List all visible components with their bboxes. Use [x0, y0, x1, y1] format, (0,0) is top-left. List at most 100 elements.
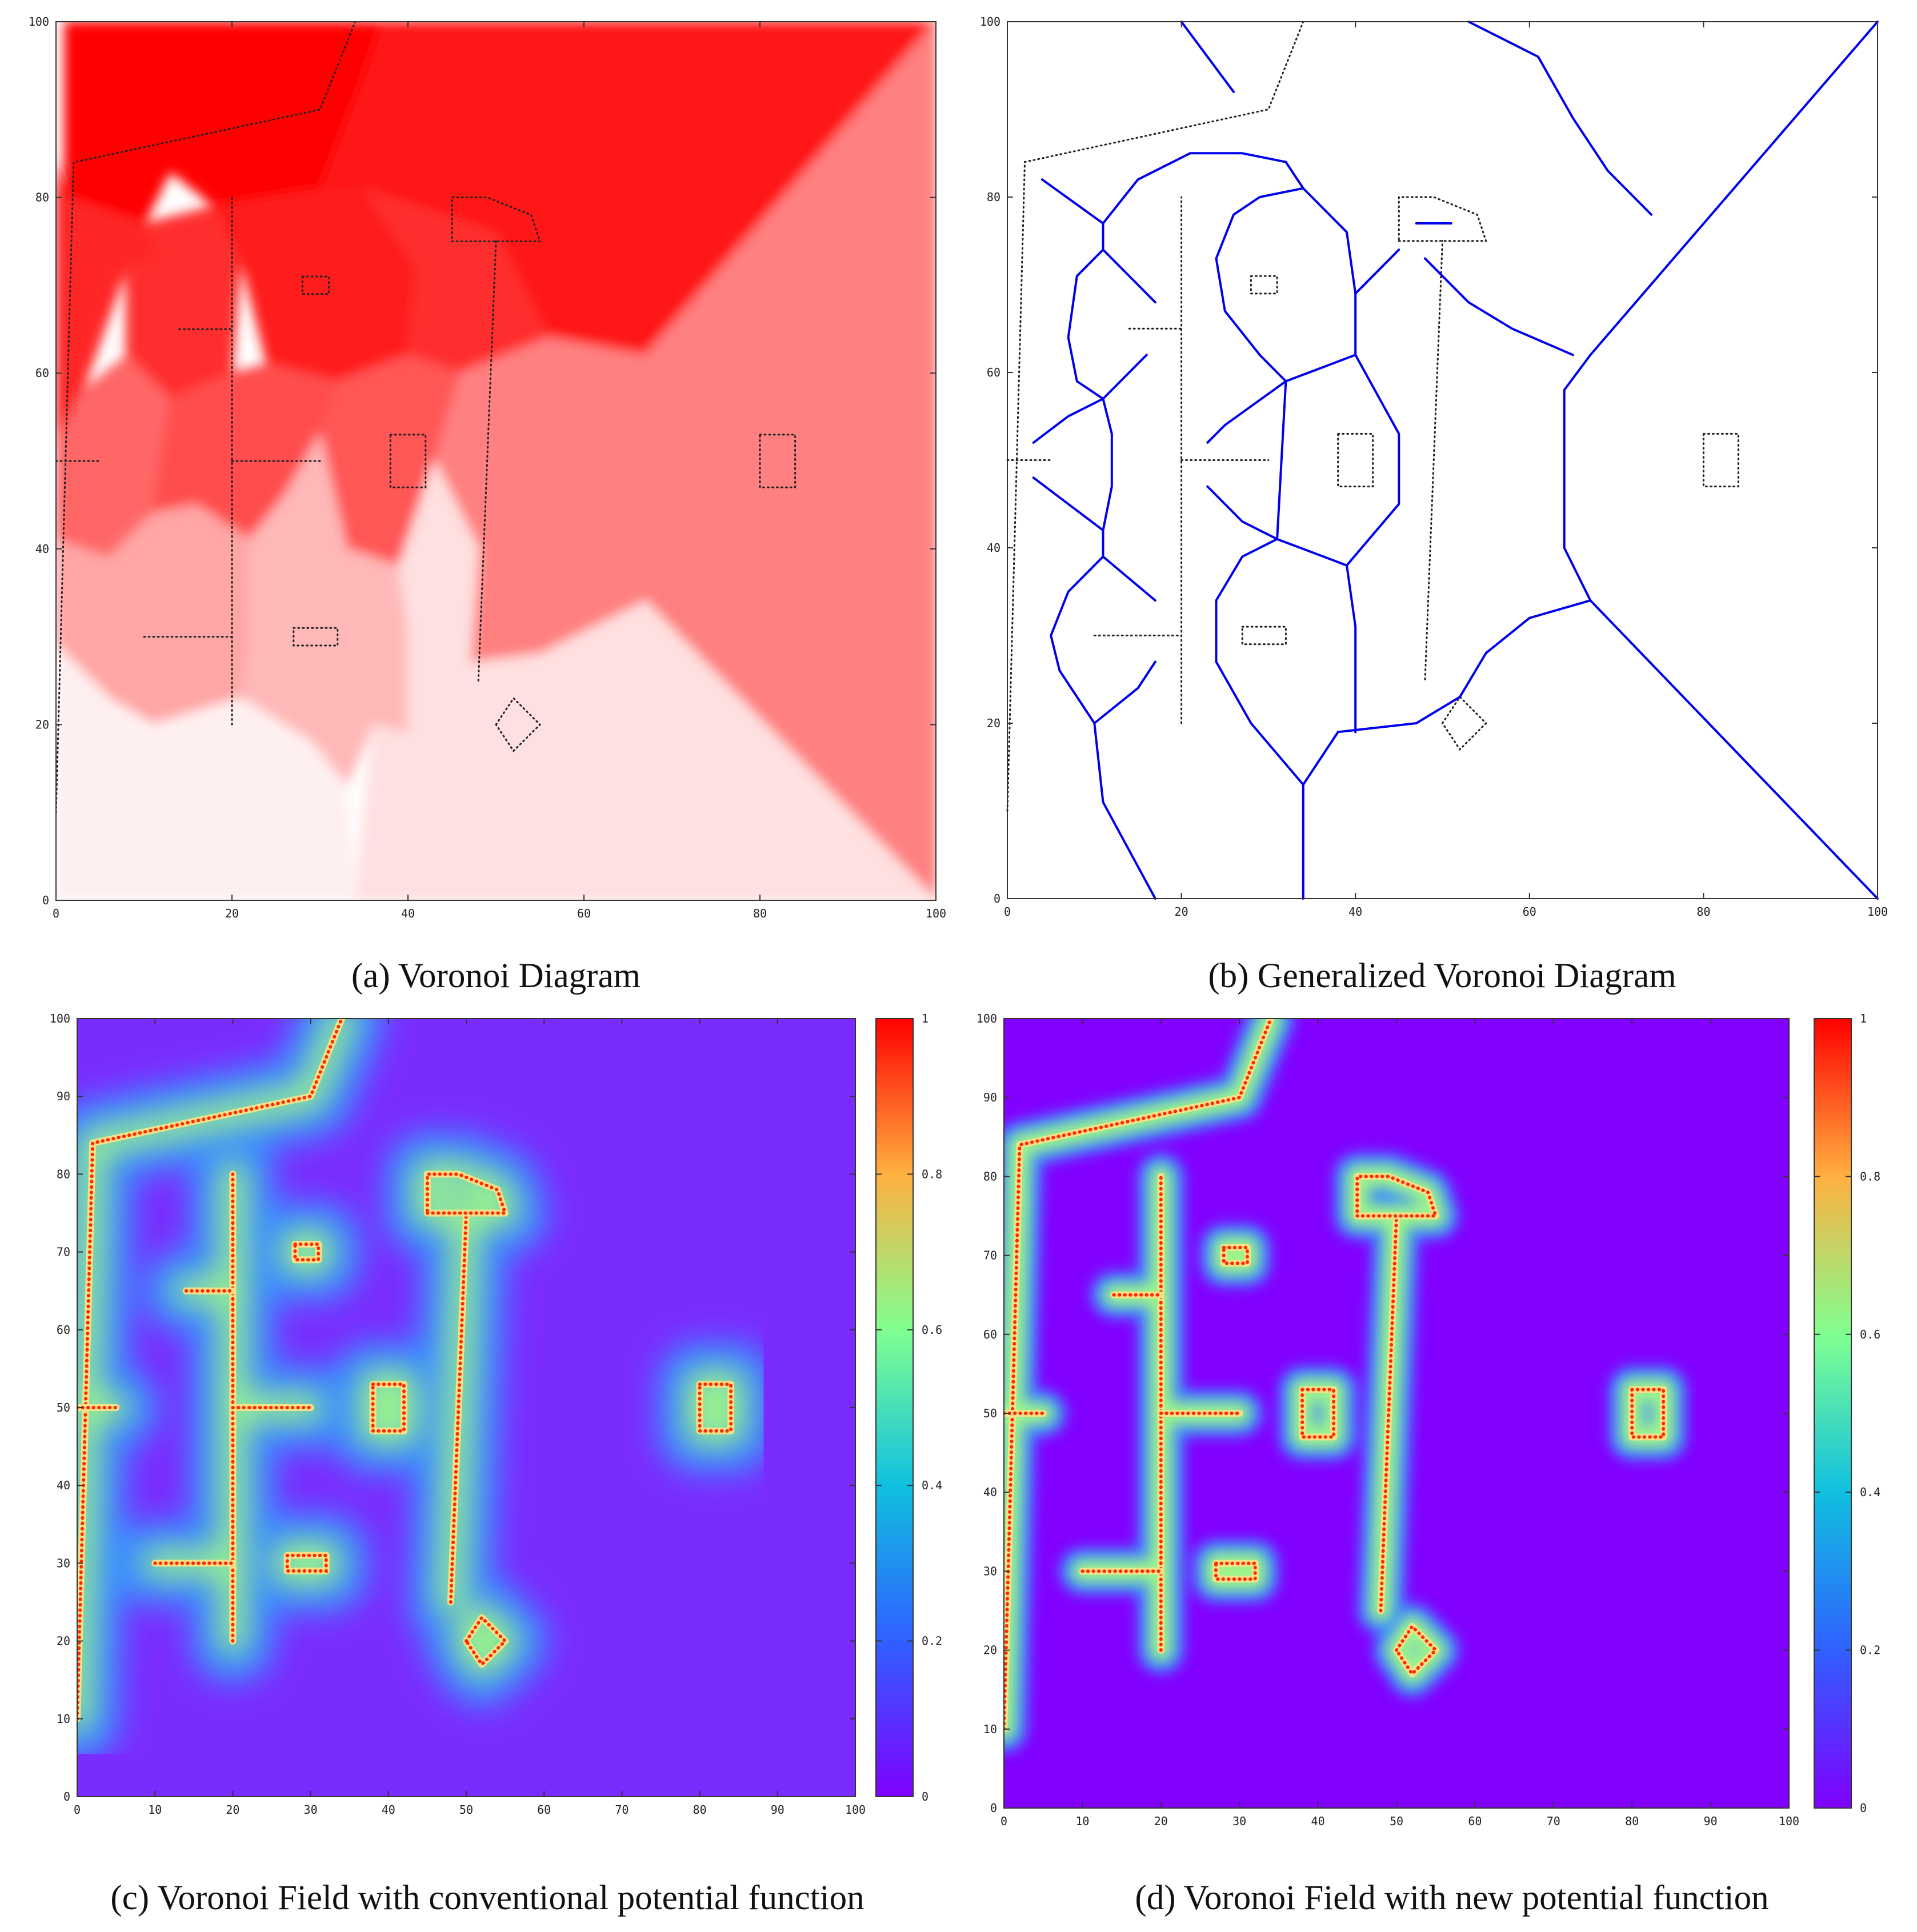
- y-tick-label: 30: [57, 1556, 70, 1570]
- panel-voronoi-field-conventional: 0 10 20 30 40 50 60 70 80 90 100010203040506070809…: [50, 1012, 942, 1917]
- colorbar-ticks: 0 0.2 0.4 0.6 0.8 1: [1814, 1012, 1880, 1815]
- x-tick-label: 40: [382, 1803, 395, 1817]
- x-tick-label: 20: [1154, 1814, 1168, 1828]
- y-tick-label: 50: [983, 1406, 997, 1420]
- gvd-edge: [1276, 538, 1348, 567]
- gvd-edge: [1102, 152, 1304, 225]
- gvd-edge: [1302, 187, 1357, 356]
- gvd-edge: [1336, 599, 1592, 733]
- x-tick-label: 40: [401, 907, 415, 920]
- obstacles-dotted: [56, 22, 797, 813]
- gvd-edge: [1215, 538, 1304, 786]
- gvd-edge: [1424, 257, 1574, 356]
- y-tick-label: 60: [983, 1328, 997, 1341]
- gvd-edge: [1346, 564, 1357, 733]
- y-tick-label: 80: [987, 190, 1000, 204]
- x-tick-label: 60: [537, 1803, 551, 1817]
- x-tick-label: 10: [148, 1803, 162, 1817]
- y-tick-label: 60: [57, 1323, 70, 1337]
- gvd-edge: [1102, 248, 1156, 304]
- gvd-edge: [1067, 248, 1104, 400]
- x-tick-label: 90: [1704, 1814, 1718, 1828]
- plot-frame: [1007, 21, 1878, 899]
- y-tick-label: 80: [35, 191, 49, 205]
- gvd-edge: [1102, 398, 1113, 532]
- gvd-edge: [1346, 354, 1400, 567]
- obstacle: [1006, 21, 1304, 812]
- x-tick-label: 40: [1348, 905, 1362, 919]
- gvd-edge: [1102, 354, 1148, 400]
- obstacle: [1442, 695, 1487, 751]
- x-tick-label: 100: [1867, 905, 1888, 919]
- x-tick-label: 30: [304, 1803, 318, 1817]
- obstacle-dots: [425, 1172, 508, 1215]
- caption-d: (d) Voronoi Field with new potential fun…: [1135, 1879, 1768, 1917]
- y-tick-label: 40: [983, 1485, 997, 1499]
- x-tick-label: 60: [1523, 905, 1536, 919]
- voronoi-cell: [354, 459, 936, 900]
- gvd-edge: [1589, 599, 1879, 900]
- y-tick-label: 0: [42, 893, 49, 907]
- gvd-edge: [1032, 476, 1104, 532]
- gvd-edge: [1206, 485, 1279, 540]
- x-tick-label: 80: [753, 907, 767, 920]
- y-tick-label: 10: [57, 1712, 70, 1726]
- obstacle-dots: [1379, 1214, 1398, 1613]
- x-tick-label: 70: [615, 1803, 629, 1817]
- voronoi-cells: [56, 22, 936, 900]
- x-tick-label: 60: [1468, 1814, 1482, 1828]
- gvd-edges: [1032, 21, 1879, 900]
- gvd-edge: [1093, 722, 1156, 900]
- x-tick-label: 90: [771, 1803, 785, 1817]
- colorbar-tick-label: 0.8: [1860, 1169, 1880, 1183]
- colorbar: [875, 1018, 914, 1797]
- panel-generalized-voronoi-diagram: 0 20 40 60 80 100 0 20 40 60 80 100 (b) Generalized…: [980, 15, 1888, 995]
- obstacle-dots: [1214, 1561, 1257, 1581]
- x-tick-label: 10: [1075, 1814, 1089, 1828]
- x-tick-label: 100: [845, 1803, 866, 1817]
- colorbar-ticks: 0 0.2 0.4 0.6 0.8 1: [876, 1012, 942, 1803]
- obstacle-dots: [1300, 1388, 1336, 1439]
- obstacle-dots: [698, 1382, 733, 1433]
- y-tick-label: 100: [50, 1012, 70, 1025]
- caption-c: (c) Voronoi Field with conventional pote…: [110, 1879, 864, 1917]
- axes: 0 10 20 30 40 50 60 70 80 90 100 0 10 20 30 40 50 60 70 80 9…: [50, 1012, 866, 1817]
- gvd-edge: [1276, 380, 1287, 540]
- caption-b: (b) Generalized Voronoi Diagram: [1208, 957, 1676, 995]
- gvd-edge: [1563, 21, 1879, 602]
- colorbar-tick-label: 0.8: [922, 1167, 942, 1181]
- caption-a: (a) Voronoi Diagram: [351, 957, 641, 995]
- x-tick-label: 40: [1311, 1814, 1325, 1828]
- obstacle: [477, 241, 497, 682]
- colorbar-tick-label: 1: [1860, 1012, 1867, 1025]
- x-tick-label: 70: [1547, 1814, 1560, 1828]
- voronoi-cell: [63, 22, 171, 225]
- obstacle: [495, 696, 542, 752]
- y-tick-label: 100: [976, 1012, 997, 1025]
- voronoi-cell: [56, 644, 357, 900]
- x-tick-label: 20: [226, 1803, 239, 1817]
- potential-field: [1004, 1019, 1687, 1752]
- y-tick-label: 0: [63, 1790, 70, 1803]
- potential-field: [77, 1019, 774, 1762]
- obstacle: [293, 627, 339, 647]
- gvd-edge: [1040, 178, 1104, 225]
- obstacle: [759, 434, 797, 488]
- colorbar: [1814, 1018, 1852, 1809]
- colorbar-tick-label: 0.4: [1860, 1485, 1880, 1499]
- y-tick-label: 80: [57, 1167, 70, 1181]
- colorbar-tick-label: 0: [1860, 1801, 1867, 1815]
- y-tick-label: 40: [57, 1478, 70, 1492]
- colorbar-tick-label: 0.2: [1860, 1644, 1880, 1657]
- obstacle-dots: [285, 1553, 328, 1573]
- obstacle-dots: [1355, 1175, 1438, 1218]
- x-tick-label: 80: [693, 1803, 707, 1817]
- y-tick-label: 20: [57, 1634, 70, 1648]
- gvd-edge: [1302, 731, 1339, 786]
- x-tick-label: 100: [926, 907, 946, 920]
- x-tick-label: 0: [1004, 905, 1011, 919]
- colorbar-tick-label: 0.6: [922, 1323, 942, 1337]
- obstacle: [451, 197, 542, 242]
- gvd-edge: [1093, 660, 1156, 724]
- axes: 0 20 40 60 80 100 0 20 40 60 80 100: [29, 15, 946, 920]
